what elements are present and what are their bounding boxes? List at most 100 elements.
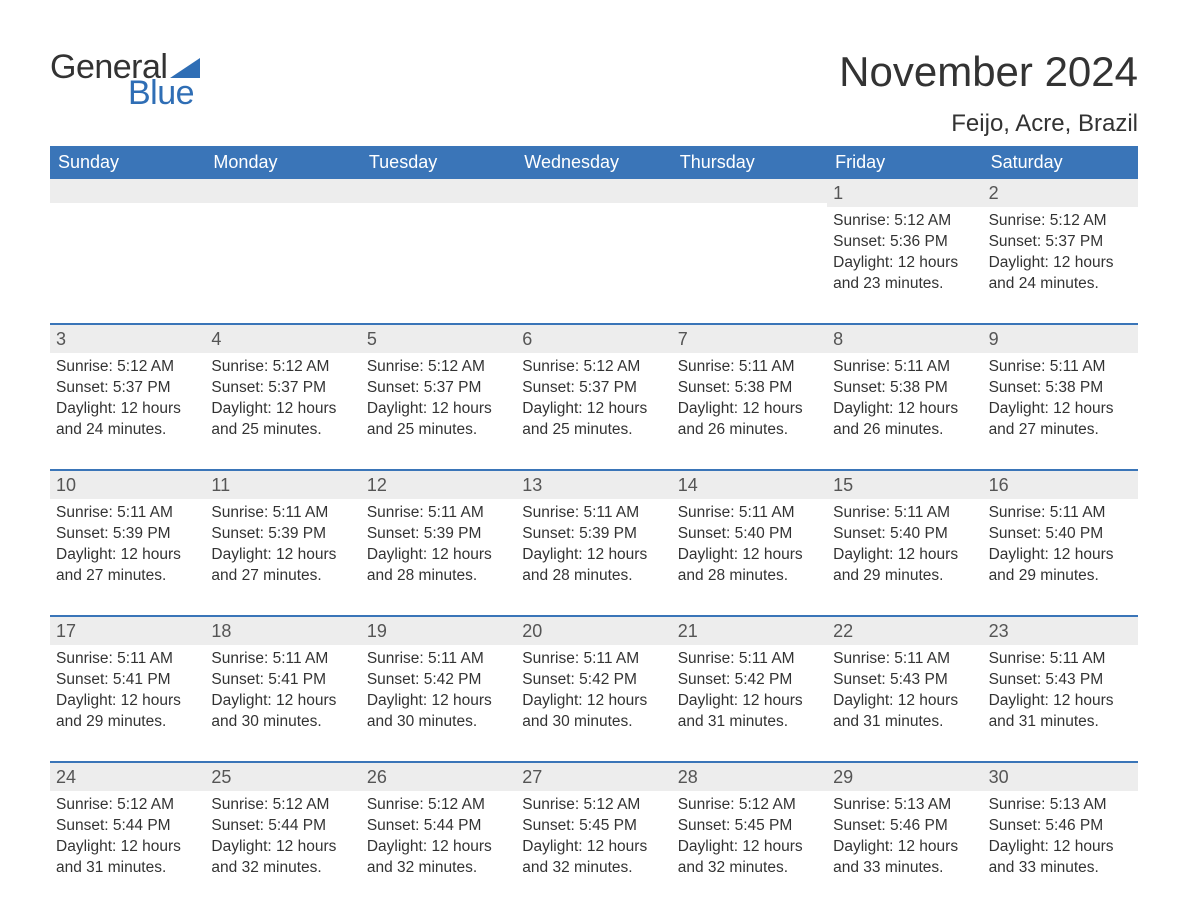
empty-cell	[50, 179, 205, 323]
sunset-text: Sunset: 5:39 PM	[211, 524, 354, 545]
daylight-text: Daylight: 12 hours and 28 minutes.	[367, 545, 510, 587]
day-number: 8	[827, 323, 982, 353]
day-number: 14	[672, 469, 827, 499]
sunrise-text: Sunrise: 5:13 AM	[989, 795, 1132, 816]
sunset-text: Sunset: 5:37 PM	[56, 378, 199, 399]
sunrise-text: Sunrise: 5:11 AM	[678, 503, 821, 524]
sunrise-text: Sunrise: 5:11 AM	[833, 357, 976, 378]
location-label: Feijo, Acre, Brazil	[839, 110, 1138, 138]
day-cell: 24Sunrise: 5:12 AMSunset: 5:44 PMDayligh…	[50, 761, 205, 907]
day-cell: 5Sunrise: 5:12 AMSunset: 5:37 PMDaylight…	[361, 323, 516, 469]
daylight-text: Daylight: 12 hours and 23 minutes.	[833, 253, 976, 295]
sunrise-text: Sunrise: 5:12 AM	[211, 357, 354, 378]
day-number: 18	[205, 615, 360, 645]
day-number: 5	[361, 323, 516, 353]
sunrise-text: Sunrise: 5:11 AM	[367, 503, 510, 524]
daylight-text: Daylight: 12 hours and 27 minutes.	[989, 399, 1132, 441]
sunset-text: Sunset: 5:42 PM	[522, 670, 665, 691]
sunset-text: Sunset: 5:43 PM	[833, 670, 976, 691]
day-cell: 12Sunrise: 5:11 AMSunset: 5:39 PMDayligh…	[361, 469, 516, 615]
sunrise-text: Sunrise: 5:11 AM	[522, 649, 665, 670]
sunrise-text: Sunrise: 5:11 AM	[989, 503, 1132, 524]
daylight-text: Daylight: 12 hours and 30 minutes.	[211, 691, 354, 733]
sunrise-text: Sunrise: 5:12 AM	[522, 357, 665, 378]
day-number: 13	[516, 469, 671, 499]
day-cell: 27Sunrise: 5:12 AMSunset: 5:45 PMDayligh…	[516, 761, 671, 907]
sunset-text: Sunset: 5:40 PM	[833, 524, 976, 545]
daylight-text: Daylight: 12 hours and 25 minutes.	[211, 399, 354, 441]
daylight-text: Daylight: 12 hours and 32 minutes.	[211, 837, 354, 879]
daylight-text: Daylight: 12 hours and 32 minutes.	[367, 837, 510, 879]
weekday-header: Thursday	[672, 146, 827, 179]
daylight-text: Daylight: 12 hours and 29 minutes.	[833, 545, 976, 587]
day-number: 26	[361, 761, 516, 791]
sunset-text: Sunset: 5:36 PM	[833, 232, 976, 253]
sunset-text: Sunset: 5:40 PM	[989, 524, 1132, 545]
day-cell: 18 Sunrise: 5:11 AMSunset: 5:41 PMDayligh…	[205, 615, 360, 761]
weekday-header: Wednesday	[516, 146, 671, 179]
sunset-text: Sunset: 5:44 PM	[211, 816, 354, 837]
logo-text-blue: Blue	[128, 76, 200, 110]
sunset-text: Sunset: 5:37 PM	[211, 378, 354, 399]
sunrise-text: Sunrise: 5:12 AM	[367, 357, 510, 378]
day-cell: 4Sunrise: 5:12 AMSunset: 5:37 PMDaylight…	[205, 323, 360, 469]
day-number: 21	[672, 615, 827, 645]
daylight-text: Daylight: 12 hours and 26 minutes.	[678, 399, 821, 441]
day-cell: 20Sunrise: 5:11 AMSunset: 5:42 PMDayligh…	[516, 615, 671, 761]
empty-cell	[672, 179, 827, 323]
sunset-text: Sunset: 5:45 PM	[522, 816, 665, 837]
day-number: 16	[983, 469, 1138, 499]
day-cell: 13Sunrise: 5:11 AMSunset: 5:39 PMDayligh…	[516, 469, 671, 615]
day-number: 15	[827, 469, 982, 499]
sunset-text: Sunset: 5:40 PM	[678, 524, 821, 545]
day-cell: 16 Sunrise: 5:11 AMSunset: 5:40 PMDayligh…	[983, 469, 1138, 615]
day-number: 9	[983, 323, 1138, 353]
daylight-text: Daylight: 12 hours and 33 minutes.	[833, 837, 976, 879]
day-cell: 21Sunrise: 5:11 AMSunset: 5:42 PMDayligh…	[672, 615, 827, 761]
sunset-text: Sunset: 5:46 PM	[833, 816, 976, 837]
day-number: 11	[205, 469, 360, 499]
sunset-text: Sunset: 5:38 PM	[989, 378, 1132, 399]
sunset-text: Sunset: 5:37 PM	[522, 378, 665, 399]
sunrise-text: Sunrise: 5:12 AM	[678, 795, 821, 816]
day-number: 22	[827, 615, 982, 645]
calendar-header-row: SundayMondayTuesdayWednesdayThursdayFrid…	[50, 146, 1138, 179]
daylight-text: Daylight: 12 hours and 29 minutes.	[989, 545, 1132, 587]
day-cell: 6Sunrise: 5:12 AMSunset: 5:37 PMDaylight…	[516, 323, 671, 469]
day-number: 23	[983, 615, 1138, 645]
sunset-text: Sunset: 5:44 PM	[56, 816, 199, 837]
day-number: 28	[672, 761, 827, 791]
sunrise-text: Sunrise: 5:11 AM	[989, 357, 1132, 378]
day-number: 20	[516, 615, 671, 645]
day-number: 24	[50, 761, 205, 791]
weekday-header: Friday	[827, 146, 982, 179]
day-cell: 26Sunrise: 5:12 AMSunset: 5:44 PMDayligh…	[361, 761, 516, 907]
sunrise-text: Sunrise: 5:11 AM	[833, 649, 976, 670]
day-cell: 7Sunrise: 5:11 AMSunset: 5:38 PMDaylight…	[672, 323, 827, 469]
day-cell: 23Sunrise: 5:11 AMSunset: 5:43 PMDayligh…	[983, 615, 1138, 761]
empty-cell	[361, 179, 516, 323]
day-cell: 8Sunrise: 5:11 AMSunset: 5:38 PMDaylight…	[827, 323, 982, 469]
day-cell: 19Sunrise: 5:11 AMSunset: 5:42 PMDayligh…	[361, 615, 516, 761]
sunset-text: Sunset: 5:41 PM	[211, 670, 354, 691]
daylight-text: Daylight: 12 hours and 31 minutes.	[989, 691, 1132, 733]
sunset-text: Sunset: 5:38 PM	[678, 378, 821, 399]
daylight-text: Daylight: 12 hours and 31 minutes.	[833, 691, 976, 733]
day-cell: 3Sunrise: 5:12 AMSunset: 5:37 PMDaylight…	[50, 323, 205, 469]
day-number: 17	[50, 615, 205, 645]
daylight-text: Daylight: 12 hours and 26 minutes.	[833, 399, 976, 441]
sunset-text: Sunset: 5:37 PM	[367, 378, 510, 399]
sunrise-text: Sunrise: 5:13 AM	[833, 795, 976, 816]
daylight-text: Daylight: 12 hours and 32 minutes.	[522, 837, 665, 879]
day-number: 27	[516, 761, 671, 791]
sunrise-text: Sunrise: 5:11 AM	[833, 503, 976, 524]
day-cell: 30Sunrise: 5:13 AMSunset: 5:46 PMDayligh…	[983, 761, 1138, 907]
sunrise-text: Sunrise: 5:12 AM	[833, 211, 976, 232]
sunrise-text: Sunrise: 5:11 AM	[211, 503, 354, 524]
day-number: 2	[983, 179, 1138, 207]
sunrise-text: Sunrise: 5:11 AM	[211, 649, 354, 670]
title-block: November 2024 Feijo, Acre, Brazil	[839, 20, 1138, 138]
sunrise-text: Sunrise: 5:11 AM	[989, 649, 1132, 670]
daylight-text: Daylight: 12 hours and 31 minutes.	[56, 837, 199, 879]
logo: General Blue	[50, 50, 200, 110]
